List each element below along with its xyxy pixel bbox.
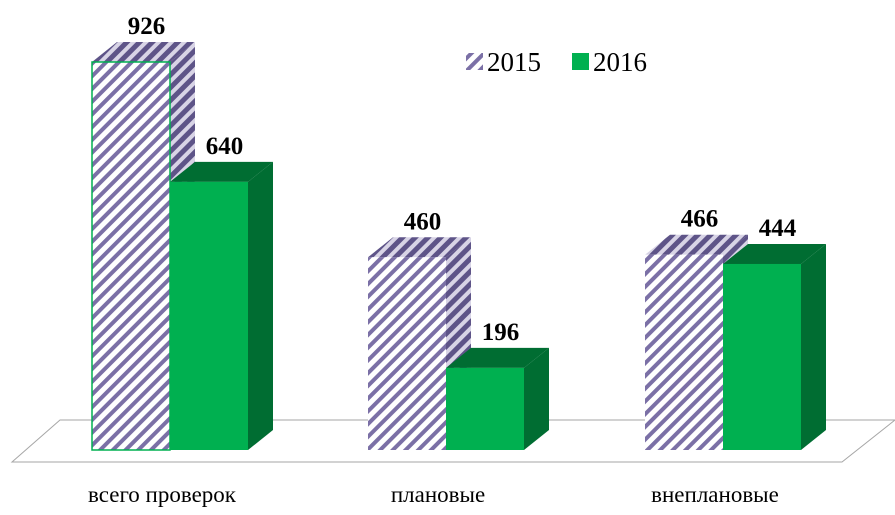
bar-side	[801, 243, 826, 450]
data-label: 640	[206, 133, 244, 160]
data-label: 444	[759, 215, 797, 242]
x-tick-label: плановые	[391, 482, 485, 507]
bar-top	[446, 347, 549, 368]
bar-side	[248, 161, 273, 450]
bar	[91, 61, 171, 451]
bar-top	[723, 243, 826, 264]
bar-top	[92, 42, 195, 62]
bar	[368, 257, 446, 450]
bar	[645, 254, 723, 450]
bar-side	[524, 347, 549, 450]
x-tick-label: внеплановые	[651, 482, 779, 507]
bar-top	[170, 161, 273, 182]
bar	[723, 263, 801, 450]
legend: 2015 2016	[466, 47, 647, 77]
bar	[446, 367, 524, 450]
data-label: 466	[681, 206, 719, 233]
data-label: 460	[404, 208, 442, 235]
bar-top	[368, 237, 471, 258]
plot-area: 926 640 460 196 466 444	[91, 13, 826, 451]
bar	[170, 181, 248, 450]
legend-label: 2015	[487, 47, 541, 77]
data-label: 196	[482, 319, 520, 346]
x-tick-label: всего проверок	[88, 482, 237, 507]
data-label: 926	[128, 13, 166, 40]
legend-label: 2016	[593, 47, 647, 77]
bar-top	[645, 234, 748, 255]
legend-swatch	[572, 53, 589, 70]
legend-swatch	[466, 53, 483, 70]
